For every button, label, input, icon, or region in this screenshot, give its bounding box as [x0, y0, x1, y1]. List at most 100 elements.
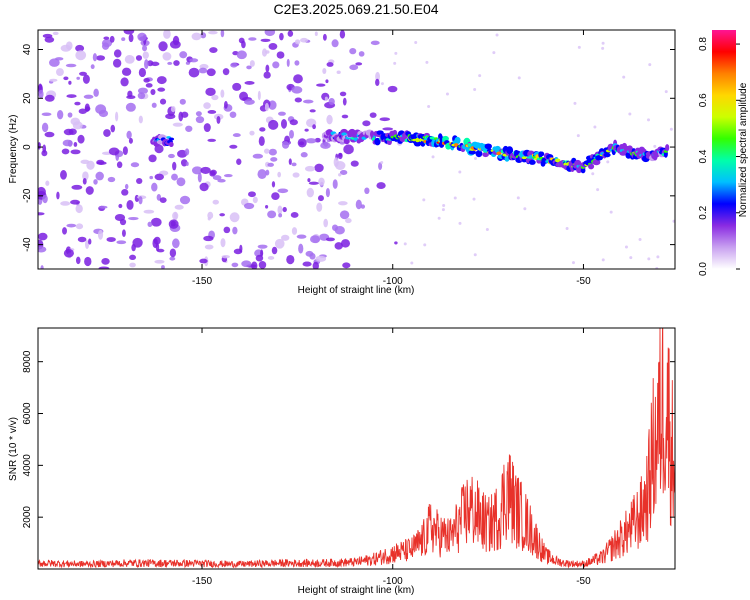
- heatmap-noise-blob: [205, 87, 216, 97]
- heatmap-noise-blob: [265, 204, 269, 209]
- heatmap-noise-blob: [267, 256, 275, 260]
- heatmap-noise-blob: [328, 98, 335, 105]
- heatmap-noise-blob: [423, 243, 427, 247]
- heatmap-noise-blob: [290, 211, 299, 218]
- heatmap-noise-blob: [157, 87, 166, 92]
- heatmap-signal-halo: [592, 159, 601, 166]
- heatmap-noise-blob: [271, 246, 278, 255]
- heatmap-noise-blob: [316, 83, 326, 87]
- heatmap-noise-blob: [259, 127, 266, 132]
- heatmap-noise-blob: [116, 240, 127, 245]
- heatmap-noise-blob: [101, 258, 110, 265]
- heatmap-noise-blob: [298, 243, 304, 254]
- heatmap-noise-blob: [121, 229, 126, 237]
- snr-y-axis-label: SNR (10 * v/v): [8, 417, 19, 481]
- snr-x-axis-label: Height of straight line (km): [298, 585, 415, 596]
- heatmap-noise-blob: [325, 237, 335, 242]
- heatmap-noise-blob: [68, 128, 77, 135]
- heatmap-noise-blob: [277, 205, 283, 215]
- heatmap-noise-blob: [268, 148, 277, 156]
- heatmap-noise-blob: [220, 238, 226, 248]
- heatmap-signal-core: [168, 137, 175, 141]
- heatmap-noise-blob: [223, 226, 231, 234]
- heatmap-noise-blob: [370, 40, 380, 46]
- colorbar: 0.0 0.2 0.4 0.6 0.8 Normalized spectral ampl…: [698, 30, 749, 276]
- heatmap-noise-blob: [272, 61, 280, 69]
- heatmap-noise-blob: [222, 68, 230, 76]
- heatmap-noise-blob: [473, 156, 477, 160]
- heatmap-noise-blob: [150, 217, 162, 227]
- heatmap-noise-blob: [66, 94, 77, 98]
- heatmap-noise-blob: [200, 166, 211, 174]
- heatmap-noise-blob: [145, 83, 153, 88]
- heatmap-noise-blob: [410, 261, 414, 265]
- heatmap-noise-blob: [114, 213, 126, 221]
- heatmap-noise-blob: [108, 147, 120, 156]
- heatmap-noise-blob: [565, 226, 569, 230]
- heatmap-noise-blob: [138, 67, 147, 78]
- heatmap-noise-blob: [154, 173, 165, 181]
- heatmap-noise-blob: [350, 160, 359, 167]
- heatmap-noise-blob: [115, 111, 119, 122]
- heatmap-noise-blob: [318, 177, 325, 186]
- heatmap-noise-blob: [116, 161, 123, 169]
- heatmap-noise-blob: [622, 75, 626, 79]
- heatmap-noise-blob: [267, 210, 277, 219]
- heatmap-noise-blob: [221, 254, 230, 259]
- heatmap-noise-blob: [68, 80, 72, 85]
- heatmap-noise-blob: [199, 258, 208, 264]
- heatmap-noise-blob: [286, 254, 295, 265]
- heatmap-noise-blob: [38, 246, 47, 253]
- heatmap-x-ticks: -150 -100 -50: [192, 30, 591, 287]
- heatmap-noise-blob: [628, 112, 632, 116]
- heatmap-signal-halo: [374, 137, 381, 146]
- heatmap-noise-blob: [209, 170, 216, 177]
- heatmap-noise-blob: [107, 176, 116, 183]
- heatmap-noise-blob: [252, 153, 264, 159]
- heatmap-signal-core: [496, 151, 502, 156]
- snr-background: [38, 328, 675, 569]
- heatmap-noise-blob: [289, 119, 298, 126]
- heatmap-noise-blob: [45, 180, 50, 186]
- heatmap-noise-blob: [294, 97, 302, 103]
- heatmap-signal-core: [341, 132, 347, 136]
- heatmap-noise-blob: [601, 41, 605, 45]
- heatmap-noise-blob: [243, 202, 255, 210]
- heatmap-noise-blob: [304, 128, 309, 132]
- heatmap-noise-blob: [203, 102, 211, 109]
- heatmap-noise-blob: [173, 60, 180, 66]
- heatmap-noise-blob: [271, 181, 276, 188]
- colorbar-tick-label: 0.4: [698, 149, 709, 163]
- heatmap-noise-blob: [38, 142, 41, 150]
- colorbar-ticks: 0.0 0.2 0.4 0.6 0.8: [698, 37, 740, 276]
- heatmap-noise-blob: [62, 139, 73, 147]
- heatmap-noise-blob: [159, 98, 167, 105]
- heatmap-noise-blob: [262, 48, 268, 57]
- heatmap-noise-blob: [144, 59, 149, 70]
- heatmap-cells: [38, 30, 675, 269]
- heatmap-noise-blob: [44, 94, 55, 102]
- heatmap-signal-halo: [475, 150, 483, 158]
- heatmap-noise-blob: [60, 44, 72, 52]
- heatmap-noise-blob: [103, 129, 111, 137]
- heatmap-noise-blob: [204, 244, 214, 250]
- heatmap-noise-blob: [441, 208, 445, 212]
- heatmap-noise-blob: [339, 170, 348, 175]
- heatmap-noise-blob: [638, 237, 642, 241]
- heatmap-noise-blob: [70, 199, 80, 205]
- colorbar-tick-label: 0.2: [698, 205, 709, 219]
- heatmap-noise-blob: [232, 82, 242, 91]
- heatmap-noise-blob: [473, 253, 477, 257]
- heatmap-noise-blob: [167, 61, 173, 65]
- heatmap-noise-blob: [257, 90, 261, 101]
- heatmap-noise-blob: [279, 32, 284, 41]
- heatmap-noise-blob: [375, 71, 380, 82]
- heatmap-noise-blob: [98, 266, 110, 269]
- heatmap-signal-halo: [468, 150, 477, 155]
- heatmap-noise-blob: [209, 47, 218, 53]
- heatmap-noise-blob: [317, 195, 324, 202]
- heatmap-noise-blob: [322, 67, 327, 74]
- heatmap-noise-blob: [458, 170, 462, 174]
- heatmap-noise-blob: [263, 71, 271, 79]
- heatmap-noise-blob: [339, 141, 346, 145]
